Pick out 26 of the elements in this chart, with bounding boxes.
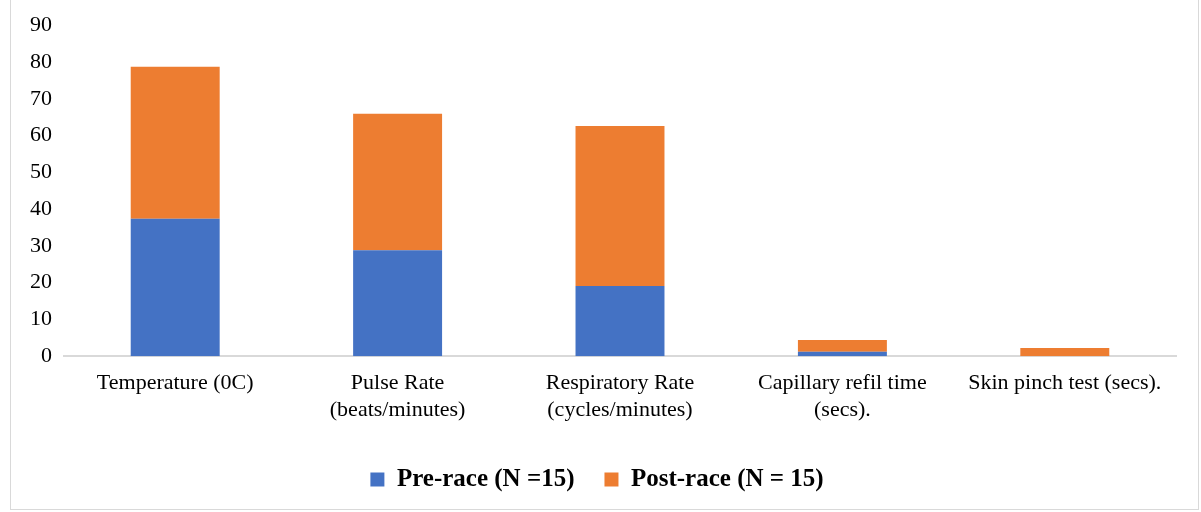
x-tick-label: Capillary refil time (secs). bbox=[758, 369, 927, 421]
bar bbox=[797, 340, 887, 352]
y-tick-label: 80 bbox=[30, 47, 52, 73]
y-tick-label: 60 bbox=[30, 121, 52, 147]
bar bbox=[353, 113, 443, 251]
legend-label: Pre-race (N =15) bbox=[396, 463, 575, 492]
bar bbox=[1020, 348, 1110, 357]
y-tick-label: 10 bbox=[30, 305, 52, 331]
bar bbox=[575, 285, 665, 357]
y-tick-label: 30 bbox=[30, 231, 52, 257]
y-tick-label: 40 bbox=[30, 194, 52, 220]
bar bbox=[130, 218, 220, 357]
bar bbox=[797, 351, 887, 357]
bar bbox=[130, 66, 220, 219]
bar bbox=[353, 250, 443, 357]
x-tick-label: Respiratory Rate (cycles/minutes) bbox=[545, 369, 695, 421]
x-tick-label: Temperature (0C) bbox=[96, 369, 254, 395]
y-tick-label: 20 bbox=[30, 268, 52, 294]
x-tick-label: Skin pinch test (secs). bbox=[968, 369, 1162, 395]
y-tick-label: 70 bbox=[30, 84, 52, 110]
y-tick-label: 90 bbox=[30, 10, 52, 36]
legend-label: Post-race (N = 15) bbox=[630, 463, 824, 492]
y-tick-label: 0 bbox=[41, 341, 52, 367]
y-tick-label: 50 bbox=[30, 158, 52, 184]
x-tick-label: Pulse Rate (beats/minutes) bbox=[329, 369, 466, 421]
bar bbox=[575, 125, 665, 286]
